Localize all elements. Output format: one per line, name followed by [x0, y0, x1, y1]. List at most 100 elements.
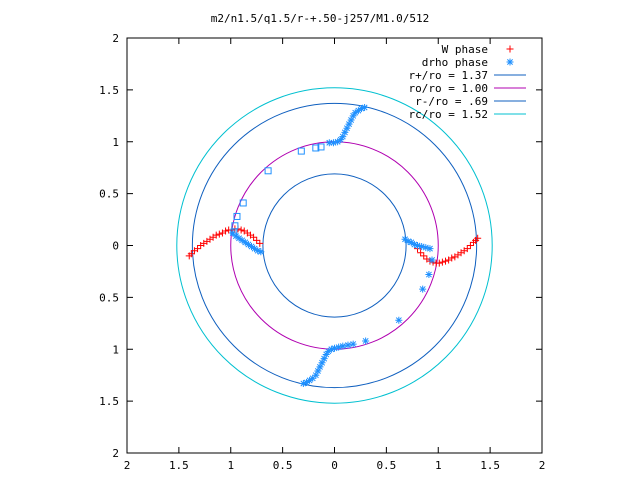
point-s1-36	[299, 379, 307, 387]
point-s1-14	[414, 242, 421, 249]
point-s2-1	[231, 222, 239, 230]
y-tick-label-0: 2	[112, 32, 119, 45]
point-s1-47	[327, 345, 335, 353]
point-s1-26	[339, 133, 347, 141]
point-s1-53	[362, 337, 370, 345]
x-tick-label-8: 2	[539, 459, 546, 472]
point-s1-31	[349, 112, 357, 120]
x-tick-label-2: 1	[227, 459, 234, 472]
point-s1-6	[248, 243, 255, 251]
point-s1-4	[241, 238, 249, 246]
point-s2-7	[317, 143, 325, 151]
x-tick-label-0: 2	[124, 459, 131, 472]
point-s1-41	[314, 367, 322, 375]
point-s1-51	[344, 341, 352, 349]
point-s2-2	[233, 212, 241, 220]
reference-circle-3	[176, 87, 493, 404]
point-s1-49	[335, 343, 343, 351]
point-s0-35	[448, 254, 456, 262]
legend-sample-0	[506, 45, 514, 53]
point-s1-39	[309, 374, 317, 382]
point-s1-42	[316, 363, 324, 371]
point-s1-13	[410, 240, 418, 248]
point-s0-44	[474, 234, 482, 242]
legend-label-5: rc/ro = 1.52	[409, 108, 488, 121]
chart-title: m2/n1.5/q1.5/r-+.50-j257/M1.0/512	[211, 12, 430, 25]
x-tick-label-3: 0.5	[273, 459, 293, 472]
legend-sample-1	[506, 58, 514, 66]
point-s0-1	[187, 250, 195, 258]
point-s1-9	[257, 248, 265, 256]
point-s1-18	[428, 256, 436, 264]
x-tick-label-4: 0	[331, 459, 338, 472]
legend-label-0: W phase	[442, 43, 488, 56]
point-s0-40	[463, 245, 471, 253]
point-s1-5	[244, 240, 252, 248]
x-tick-label-1: 1.5	[169, 459, 189, 472]
point-s1-43	[318, 359, 326, 367]
point-s0-33	[442, 257, 450, 265]
point-s1-52	[349, 340, 357, 348]
point-s1-12	[407, 238, 415, 246]
point-s1-30	[347, 116, 355, 124]
point-s2-5	[297, 147, 305, 155]
point-s1-16	[422, 244, 430, 252]
point-s1-27	[341, 128, 349, 136]
point-s1-37	[302, 378, 310, 386]
point-s2-6	[312, 144, 320, 152]
point-s1-34	[357, 105, 365, 113]
point-s1-25	[337, 136, 345, 144]
reference-circle-1	[230, 141, 439, 350]
reference-circle-0	[191, 102, 478, 389]
point-s0-3	[194, 245, 202, 253]
point-s1-19	[425, 271, 433, 279]
legend-label-2: r+/ro = 1.37	[409, 69, 488, 82]
point-s1-40	[312, 371, 320, 379]
point-s1-44	[320, 355, 328, 363]
point-s1-21	[395, 316, 403, 324]
legend-label-1: drho phase	[422, 56, 488, 69]
point-s1-20	[419, 285, 427, 293]
legend-label-4: r-/ro = .69	[415, 95, 488, 108]
point-s1-17	[426, 245, 434, 253]
y-tick-label-6: 1	[112, 343, 119, 356]
point-s2-3	[239, 199, 247, 207]
point-s0-31	[435, 259, 443, 267]
point-s1-2	[235, 234, 243, 242]
y-tick-label-1: 1.5	[99, 84, 119, 97]
point-s1-29	[345, 120, 353, 128]
point-s1-8	[254, 247, 262, 255]
y-tick-label-5: 0.5	[99, 291, 119, 304]
point-s1-48	[331, 344, 338, 352]
point-s1-15	[418, 243, 426, 251]
point-s1-28	[343, 124, 351, 132]
point-s0-23	[256, 239, 264, 247]
point-s1-22	[325, 139, 333, 147]
x-tick-label-6: 1	[435, 459, 442, 472]
point-s0-10	[215, 230, 223, 238]
point-s1-23	[329, 139, 337, 147]
point-s1-1	[232, 232, 240, 240]
y-tick-label-2: 1	[112, 136, 119, 149]
point-s0-22	[253, 236, 261, 244]
point-s0-9	[212, 231, 220, 239]
point-s1-7	[251, 245, 259, 253]
point-s1-32	[351, 109, 359, 117]
point-s0-21	[250, 233, 258, 241]
point-s1-45	[322, 350, 330, 358]
point-s1-33	[354, 107, 362, 115]
point-s2-4	[264, 167, 272, 175]
point-s1-50	[339, 342, 347, 350]
point-s0-26	[420, 252, 428, 260]
point-s1-38	[306, 376, 314, 384]
y-tick-label-7: 1.5	[99, 395, 119, 408]
x-tick-label-7: 1.5	[480, 459, 500, 472]
point-s1-3	[238, 236, 246, 244]
point-s1-11	[404, 237, 412, 245]
y-tick-label-4: 0	[112, 240, 119, 253]
x-tick-label-5: 0.5	[376, 459, 396, 472]
point-s1-24	[334, 138, 342, 146]
y-tick-label-8: 2	[112, 447, 119, 460]
point-s0-17	[237, 226, 245, 234]
